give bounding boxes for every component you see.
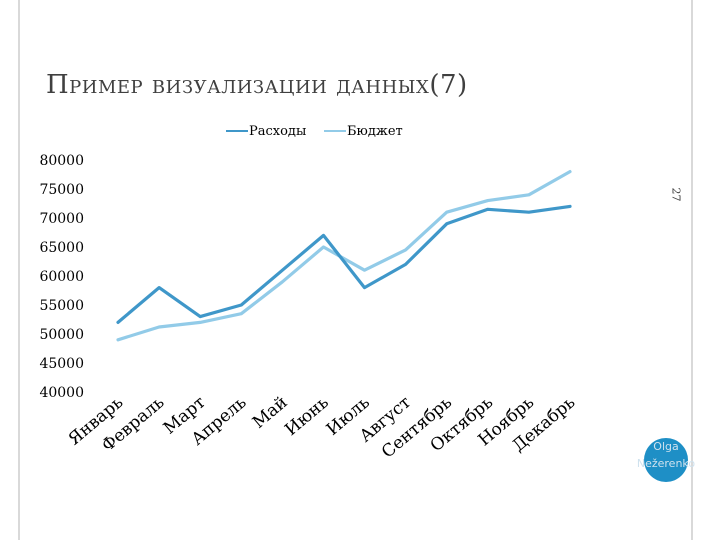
y-tick-label: 65000 [39,240,84,256]
legend-label: Бюджет [347,124,403,139]
y-tick-label: 80000 [39,153,84,169]
y-tick-label: 75000 [39,182,84,198]
y-tick-label: 55000 [39,298,84,314]
legend-label: Расходы [249,124,306,139]
y-tick-label: 50000 [39,327,84,343]
right-decor-rule [691,0,693,540]
slide-title: Пример визуализации данных(7) [46,70,468,100]
y-tick-label: 40000 [39,385,84,401]
series-line [116,204,572,324]
author-badge [644,438,688,482]
y-tick-label: 60000 [39,269,84,285]
y-tick-label: 70000 [39,211,84,227]
left-decor-rule [18,0,20,540]
y-tick-label: 45000 [39,356,84,372]
series-line [116,170,572,342]
author-name: Olga Nežerenko [636,440,696,470]
x-tick-label: Июнь [281,393,332,441]
